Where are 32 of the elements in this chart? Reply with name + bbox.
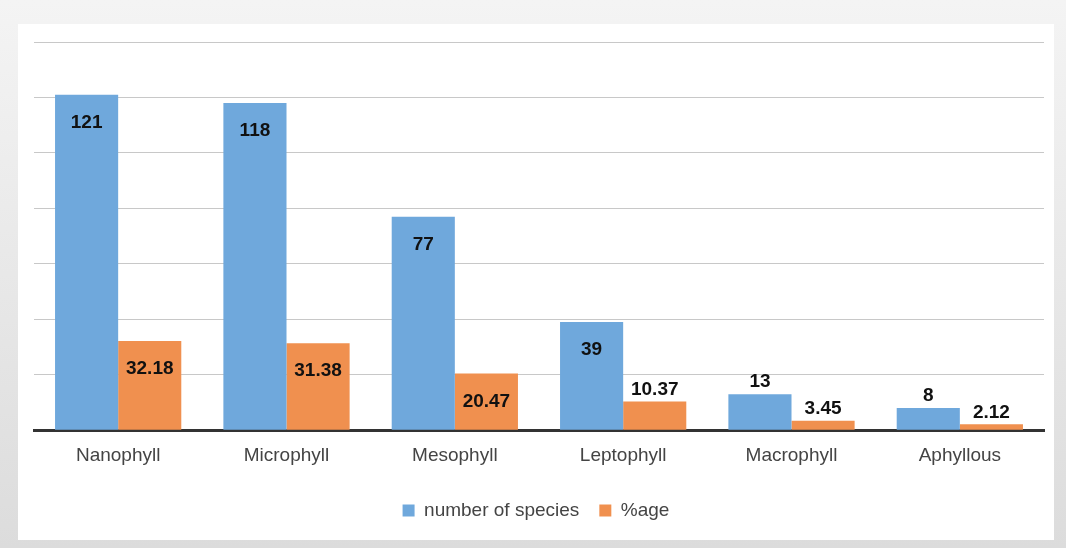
bar xyxy=(560,322,624,430)
bar xyxy=(391,216,455,430)
x-tick-label: Nanophyll xyxy=(75,443,161,465)
x-tick-label: Leptophyll xyxy=(579,443,667,465)
data-label: 10.37 xyxy=(630,377,679,399)
legend-label: %age xyxy=(620,498,670,520)
data-label: 8 xyxy=(922,384,934,406)
x-tick-label: Aphyllous xyxy=(918,443,1002,465)
data-label: 20.47 xyxy=(462,389,511,411)
bar xyxy=(896,408,960,430)
bar xyxy=(286,343,350,430)
bar xyxy=(959,424,1023,430)
data-label: 2.12 xyxy=(972,400,1010,422)
bar xyxy=(223,103,287,430)
x-tick-label: Macrophyll xyxy=(745,443,838,465)
bar xyxy=(118,340,182,430)
bar xyxy=(623,401,687,430)
x-tick-label: Mesophyll xyxy=(412,443,498,465)
data-label: 121 xyxy=(70,110,103,132)
bar xyxy=(454,373,518,430)
data-label: 31.38 xyxy=(294,359,342,381)
x-tick-label: Microphyll xyxy=(243,443,330,465)
data-label: 13 xyxy=(749,370,771,392)
bar xyxy=(728,394,792,430)
data-label: 32.18 xyxy=(125,357,174,379)
bar xyxy=(55,94,119,430)
data-label: 118 xyxy=(239,119,271,141)
data-label: 77 xyxy=(412,232,434,254)
legend-label: number of species xyxy=(424,498,580,520)
data-label: 39 xyxy=(581,338,603,360)
data-label: 3.45 xyxy=(804,396,842,418)
bar xyxy=(791,420,855,430)
